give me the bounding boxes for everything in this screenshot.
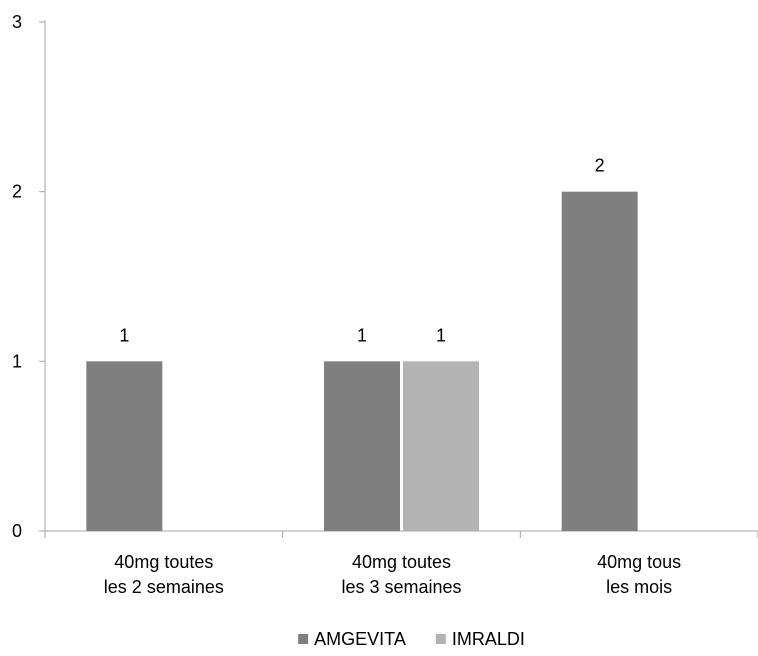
legend-swatch-imraldi xyxy=(435,634,446,644)
data-label: 1 xyxy=(119,325,129,345)
data-labels: 1 1 1 2 xyxy=(119,156,604,346)
bar-amgevita xyxy=(86,361,163,531)
data-label: 1 xyxy=(357,325,367,345)
x-category-label: 40mg toutes xyxy=(114,552,213,572)
x-category-label: 40mg toutes xyxy=(352,552,451,572)
y-tick-label: 1 xyxy=(12,351,22,371)
legend-label-amgevita: AMGEVITA xyxy=(314,629,406,649)
data-label: 1 xyxy=(436,325,446,345)
y-tick-label: 0 xyxy=(12,521,22,541)
legend-swatch-amgevita xyxy=(298,634,309,644)
bar-imraldi xyxy=(403,361,479,531)
x-category-label: les mois xyxy=(606,577,672,597)
y-tick-label: 2 xyxy=(12,182,22,202)
x-category-label: les 2 semaines xyxy=(104,577,224,597)
legend: AMGEVITA IMRALDI xyxy=(298,629,525,649)
bar-amgevita xyxy=(324,361,400,531)
axes: 0 1 2 3 40mg toutes les 2 semaines 40mg toutes… xyxy=(12,12,758,597)
legend-label-imraldi: IMRALDI xyxy=(452,629,525,649)
bar-amgevita xyxy=(561,191,638,531)
data-label: 2 xyxy=(595,156,605,176)
x-category-label: 40mg tous xyxy=(597,552,681,572)
x-category-label: les 3 semaines xyxy=(341,577,461,597)
y-tick-label: 3 xyxy=(12,12,22,32)
bars xyxy=(86,191,638,531)
